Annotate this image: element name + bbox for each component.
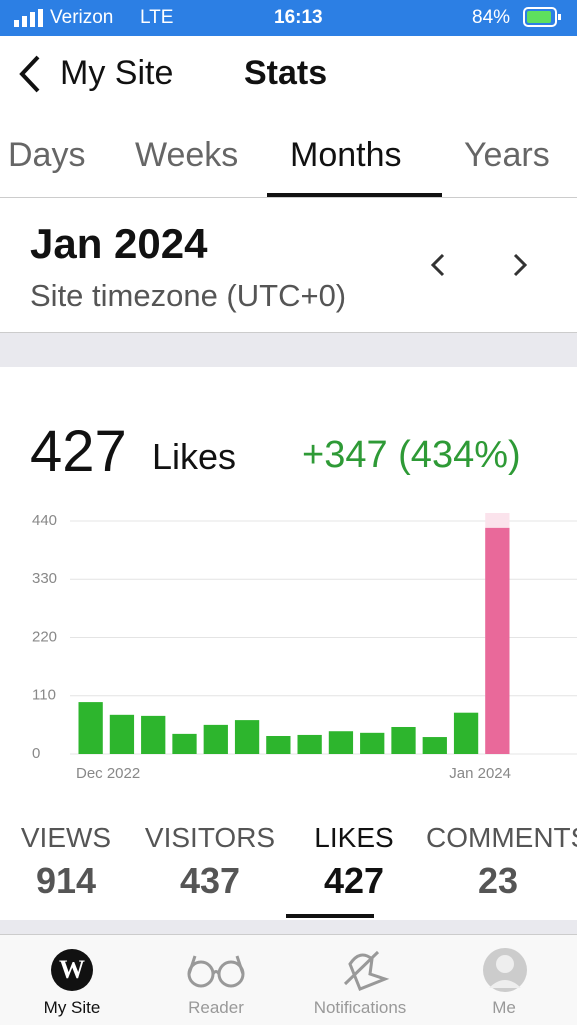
nav-title: Stats [244, 54, 328, 92]
tab-underline [267, 193, 442, 197]
period-tab[interactable]: Days [8, 136, 86, 174]
chart: 0 110 220 330 440 Dec 2022 Jan 2024 [32, 512, 577, 782]
y-tick-label: 330 [32, 570, 57, 587]
battery-icon [523, 7, 561, 27]
stat-value: 23 [477, 860, 519, 901]
period-tab[interactable]: Weeks [135, 136, 239, 174]
stat-label: COMMENTS [426, 822, 577, 853]
stat-label: VISITORS [144, 822, 276, 853]
bar [141, 715, 166, 754]
stat-value: 437 [179, 860, 241, 901]
stat-value: 427 [323, 860, 385, 901]
bar [297, 734, 322, 754]
summary-value: 427 [30, 419, 127, 484]
y-tick-label: 220 [32, 628, 57, 645]
bar [391, 726, 416, 754]
section-gap [0, 332, 577, 367]
bar [203, 724, 228, 754]
tab-bar-item[interactable]: Notifications [313, 998, 407, 1017]
bar [422, 737, 447, 754]
divider [0, 197, 577, 198]
bar [453, 712, 479, 754]
bar [360, 732, 385, 754]
tab-bar-item[interactable]: My Site [43, 998, 101, 1017]
stat-tab[interactable]: COMMENTS 23 [426, 822, 577, 902]
time: 16:13 [274, 7, 323, 28]
y-tick-label: 0 [32, 745, 40, 762]
battery-percent: 84% [472, 7, 511, 28]
period-arrows[interactable] [425, 250, 535, 280]
bar [328, 731, 354, 754]
tab-bar-item[interactable]: Me [492, 998, 516, 1017]
y-tick-label: 110 [32, 687, 56, 704]
stat-tab[interactable]: VISITORS 437 [138, 822, 282, 902]
stat-label: LIKES [314, 822, 394, 853]
period-tab[interactable]: Years [464, 136, 550, 174]
tab-bar [0, 934, 577, 1025]
tab-bar-item[interactable]: Reader [188, 998, 244, 1017]
timezone: Site timezone (UTC+0) [30, 278, 347, 313]
stat-value: 914 [35, 860, 97, 901]
section-gap [0, 920, 577, 934]
stat-tab[interactable]: LIKES 427 [282, 822, 426, 902]
stat-underline [286, 914, 374, 918]
stat-label: VIEWS [20, 822, 112, 853]
network: LTE [140, 7, 174, 28]
period-date: Jan 2024 [30, 220, 208, 267]
carrier: Verizon [50, 7, 114, 28]
bar [78, 702, 103, 754]
signal-icon [14, 9, 43, 27]
bar [485, 527, 510, 754]
status-bar: Verizon LTE 16:13 84% [0, 0, 577, 36]
stat-tab[interactable]: VIEWS 914 [0, 822, 138, 902]
summary-change: +347 (434%) [302, 434, 521, 476]
bar [234, 720, 260, 754]
bar [266, 735, 291, 754]
summary-metric: Likes [152, 436, 237, 477]
period-tab[interactable]: Months [290, 136, 402, 174]
bar [172, 733, 197, 754]
y-tick-label: 440 [32, 512, 57, 529]
svg-text:W: W [59, 955, 85, 984]
back-icon[interactable] [14, 54, 44, 94]
back-button[interactable]: My Site [60, 54, 174, 92]
x-tick-label: Dec 2022 [76, 765, 140, 782]
tab-icons: W [51, 948, 527, 992]
x-tick-label: Jan 2024 [449, 765, 511, 782]
bar [109, 714, 135, 754]
